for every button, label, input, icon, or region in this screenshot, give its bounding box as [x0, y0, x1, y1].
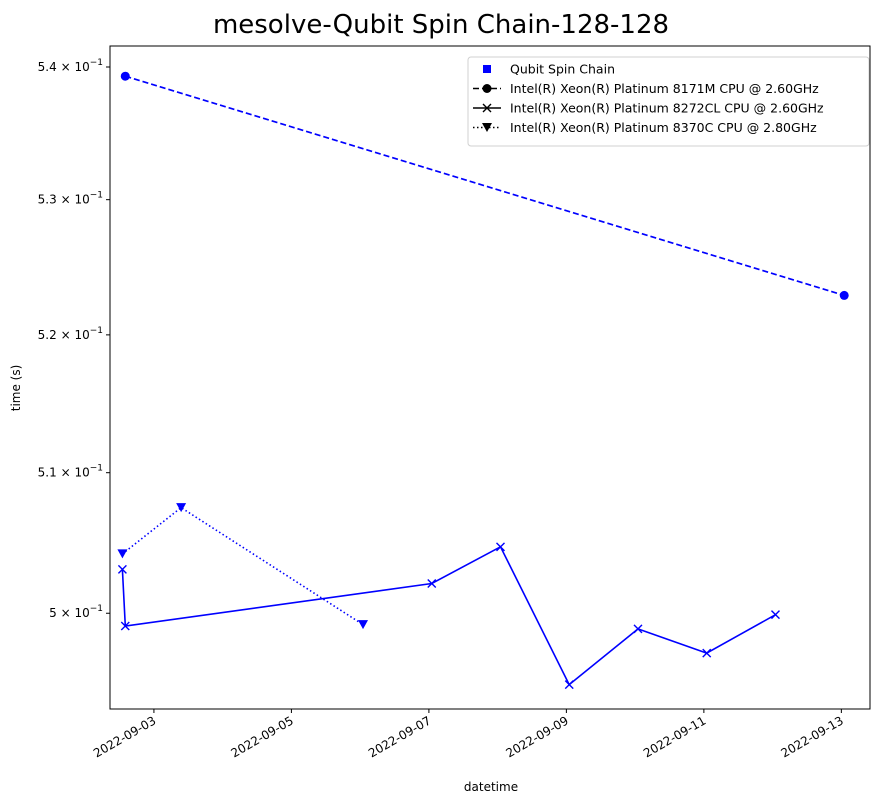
series-line: [121, 506, 364, 626]
data-point: [427, 579, 437, 588]
series-2: [117, 542, 780, 690]
x-tick-label: 2022-09-07: [366, 713, 433, 760]
y-tick-label: 5.4 × 10−1: [38, 58, 103, 74]
data-point: [117, 564, 127, 574]
data-point: [496, 542, 505, 552]
series-line: [121, 545, 776, 686]
data-point: [176, 503, 187, 513]
y-tick-label: 5 × 10−1: [49, 604, 103, 620]
series-3: [117, 503, 369, 630]
x-tick-label: 2022-09-09: [503, 713, 570, 760]
legend: Qubit Spin Chain Intel(R) Xeon(R) Platinu…: [467, 56, 870, 147]
x-tick-label: 2022-09-03: [91, 713, 158, 760]
legend-entry: Intel(R) Xeon(R) Platinum 8370C CPU @ 2.…: [473, 120, 817, 135]
legend-entry: Qubit Spin Chain: [483, 62, 615, 77]
data-point: [633, 624, 643, 634]
data-point: [120, 621, 130, 631]
legend-entry: Intel(R) Xeon(R) Platinum 8171M CPU @ 2.…: [473, 81, 819, 96]
data-point: [770, 610, 780, 620]
x-tick-label: 2022-09-13: [778, 713, 845, 760]
chart-title: mesolve-Qubit Spin Chain-128-128: [213, 10, 669, 40]
legend-marker: [482, 84, 492, 93]
series-1: [120, 71, 849, 300]
data-point: [702, 648, 712, 658]
data-point: [120, 71, 130, 81]
legend-marker: [483, 65, 491, 73]
legend-marker: [482, 103, 492, 113]
y-axis-label: time (s): [9, 365, 23, 412]
x-tick-label: 2022-09-11: [641, 713, 708, 760]
legend-box: [467, 56, 870, 147]
series-line: [125, 75, 845, 297]
plot-frame: [109, 45, 871, 710]
y-tick-label: 5.1 × 10−1: [38, 464, 103, 480]
legend-marker: [482, 123, 492, 132]
data-point: [117, 549, 128, 559]
legend-label: Intel(R) Xeon(R) Platinum 8171M CPU @ 2.…: [510, 81, 819, 96]
y-tick-label: 5.3 × 10−1: [38, 191, 103, 207]
legend-label: Intel(R) Xeon(R) Platinum 8370C CPU @ 2.…: [510, 120, 817, 135]
data-point: [564, 680, 574, 690]
y-tick-label: 5.2 × 10−1: [38, 326, 103, 342]
x-axis-label: datetime: [464, 780, 518, 794]
legend-label: Intel(R) Xeon(R) Platinum 8272CL CPU @ 2…: [510, 101, 824, 116]
data-point: [358, 620, 369, 630]
x-tick-label: 2022-09-05: [229, 713, 296, 760]
legend-label: Qubit Spin Chain: [510, 62, 615, 77]
data-point: [839, 290, 849, 300]
legend-entry: Intel(R) Xeon(R) Platinum 8272CL CPU @ 2…: [473, 101, 824, 116]
